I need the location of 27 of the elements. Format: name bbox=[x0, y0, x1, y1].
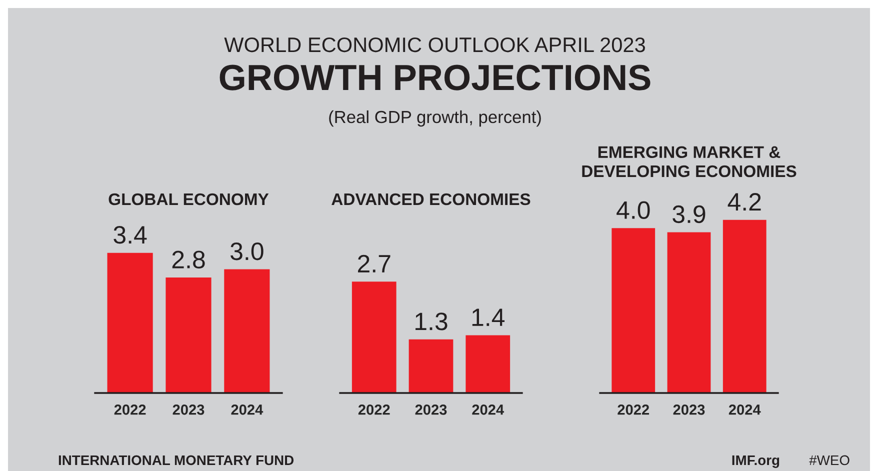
data-label: 3.9 bbox=[672, 205, 706, 224]
x-tick-label: 2023 bbox=[172, 404, 204, 415]
x-tick-label: 2024 bbox=[231, 404, 264, 415]
x-tick-label: 2022 bbox=[358, 404, 390, 415]
text: INTERNATIONAL MONETARY FUND bbox=[58, 455, 294, 466]
x-tick-label: 2023 bbox=[415, 404, 447, 415]
text: GROWTH PROJECTIONS bbox=[220, 64, 650, 90]
x-tick-label: 2022 bbox=[618, 404, 650, 415]
chart-title: ADVANCED ECONOMIES bbox=[332, 193, 530, 206]
chart-title: EMERGING MARKET & DEVELOPING ECONOMIES bbox=[582, 146, 796, 178]
text: IMF.org bbox=[732, 455, 780, 468]
chart-title: GLOBAL ECONOMY bbox=[108, 193, 269, 206]
x-tick-label: 2022 bbox=[114, 404, 146, 415]
data-label: 4.2 bbox=[728, 193, 761, 210]
text: WORLD ECONOMIC OUTLOOK APRIL 2023 bbox=[224, 37, 645, 52]
data-label: 3.0 bbox=[230, 242, 264, 260]
x-tick-label: 2024 bbox=[472, 404, 504, 415]
data-label: 2.7 bbox=[358, 254, 390, 272]
x-tick-label: 2024 bbox=[728, 404, 761, 415]
x-tick-label: 2023 bbox=[673, 404, 705, 415]
data-label: 1.4 bbox=[472, 308, 505, 326]
data-label: 2.8 bbox=[172, 250, 205, 268]
text: (Real GDP growth, percent) bbox=[329, 110, 541, 127]
text: #WEO bbox=[809, 455, 850, 466]
data-label: 1.3 bbox=[416, 312, 448, 330]
data-label: 4.0 bbox=[616, 201, 650, 219]
data-label: 3.4 bbox=[114, 226, 147, 244]
